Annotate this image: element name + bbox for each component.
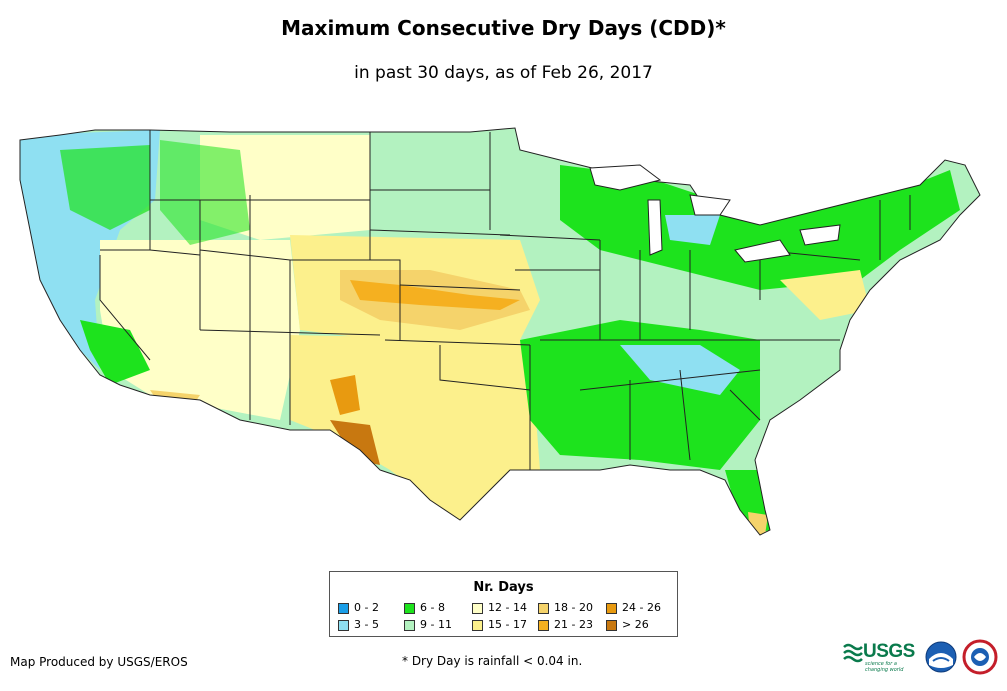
legend-swatch <box>606 602 617 614</box>
legend-label: 3 - 5 <box>354 618 379 631</box>
legend-label: 15 - 17 <box>488 618 527 631</box>
legend-swatch <box>472 602 483 614</box>
legend-item: 18 - 20 <box>538 601 593 614</box>
map-credit: Map Produced by USGS/EROS <box>10 655 188 669</box>
legend-item: 21 - 23 <box>538 618 593 631</box>
legend-label: 12 - 14 <box>488 601 527 614</box>
legend-swatch <box>338 619 349 631</box>
footnote: * Dry Day is rainfall < 0.04 in. <box>402 654 583 668</box>
legend-item: 24 - 26 <box>606 601 661 614</box>
legend-label: 21 - 23 <box>554 618 593 631</box>
map-title: Maximum Consecutive Dry Days (CDD)* <box>281 16 726 40</box>
legend-item: 6 - 8 <box>404 601 445 614</box>
legend-item: > 26 <box>606 618 649 631</box>
legend-swatch <box>472 619 483 631</box>
map-subtitle: in past 30 days, as of Feb 26, 2017 <box>354 63 653 83</box>
cdd-raster <box>20 128 980 535</box>
legend-label: > 26 <box>622 618 649 631</box>
great-lakes <box>589 164 841 263</box>
legend-swatch <box>538 619 549 631</box>
usgs-tagline: science for a changing world <box>865 661 904 673</box>
usgs-waves-icon <box>843 643 863 663</box>
nws-logo-icon <box>962 639 998 675</box>
legend-item: 3 - 5 <box>338 618 379 631</box>
legend-swatch <box>404 602 415 614</box>
usgs-wordmark: USGS <box>863 641 915 662</box>
legend-item: 12 - 14 <box>472 601 527 614</box>
legend-title: Nr. Days <box>473 580 534 595</box>
state-boundaries <box>19 127 981 536</box>
legend-label: 18 - 20 <box>554 601 593 614</box>
usgs-logo: USGS science for a changing world <box>843 641 921 673</box>
legend-item: 15 - 17 <box>472 618 527 631</box>
noaa-logo-icon <box>925 641 957 673</box>
legend-swatch <box>606 619 617 631</box>
legend-label: 0 - 2 <box>354 601 379 614</box>
legend-swatch <box>404 619 415 631</box>
legend-item: 0 - 2 <box>338 601 379 614</box>
legend-label: 6 - 8 <box>420 601 445 614</box>
legend-label: 9 - 11 <box>420 618 452 631</box>
legend-swatch <box>538 602 549 614</box>
legend-label: 24 - 26 <box>622 601 661 614</box>
legend: Nr. Days 0 - 2 3 - 5 6 - 8 9 - 11 12 - 1… <box>329 571 678 637</box>
legend-swatch <box>338 602 349 614</box>
legend-item: 9 - 11 <box>404 618 452 631</box>
